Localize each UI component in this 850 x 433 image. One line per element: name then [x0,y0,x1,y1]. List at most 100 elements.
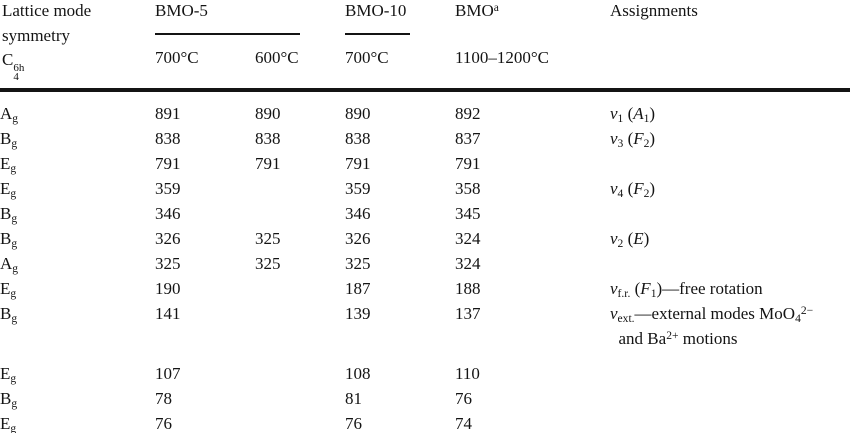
frequency-value: 346 [155,204,181,223]
table-row: Eg 190 187 188 νf.r. (F1)—free rotation [0,276,850,301]
frequency-value: 76 [345,414,362,433]
frequency-value: 359 [345,179,371,198]
frequency-value: 107 [155,364,181,383]
frequency-value: 324 [455,229,481,248]
assignment-label [610,251,850,276]
table-row: Bg 838 838 838 837 ν3 (F2) [0,126,850,151]
assignment-label: νf.r. (F1)—free rotation [610,279,763,300]
frequency-value: 326 [345,229,371,248]
symmetry-label: Ag [0,254,19,275]
header-lattice-mode-line1: Lattice mode [2,1,92,20]
frequency-value: 78 [155,389,172,408]
symmetry-label: Bg [0,204,18,225]
frequency-value [255,411,345,433]
frequency-value: 345 [455,204,481,223]
frequency-value: 325 [255,254,281,273]
frequency-value: 890 [345,104,371,123]
frequency-value: 325 [155,254,181,273]
frequency-value: 892 [455,104,481,123]
assignment-label [610,201,850,226]
frequency-value [255,361,345,386]
symmetry-label: Eg [0,179,17,200]
header-group-bmo-ref: BMOa [455,1,499,21]
frequency-value: 137 [455,304,481,323]
table-row: Bg 141 139 137 νext.—external modes MoO42− a… [0,301,850,361]
table-row: Ag 325 325 325 324 [0,251,850,276]
assignment-label: νext.—external modes MoO42− and Ba2+ mot… [610,303,814,348]
header-bmo10-700c: 700°C [345,48,389,67]
symmetry-label: Eg [0,154,17,175]
frequency-value [255,176,345,201]
frequency-value: 187 [345,279,371,298]
frequency-value: 325 [345,254,371,273]
frequency-value [255,301,345,351]
frequency-value: 141 [155,304,181,323]
frequency-value: 837 [455,129,481,148]
symmetry-label: Bg [0,129,18,150]
symmetry-group-sub: 4 [13,71,19,83]
frequency-value: 838 [345,129,371,148]
frequency-value: 890 [255,104,281,123]
table-row: Bg 346 346 345 [0,201,850,226]
symmetry-label: Eg [0,279,17,300]
assignment-label: ν3 (F2) [610,129,656,150]
frequency-value: 346 [345,204,371,223]
header-assignments: Assignments [610,1,698,20]
table-row: Eg 359 359 358 ν4 (F2) [0,176,850,201]
table-row: Bg 326 325 326 324 ν2 (E) [0,226,850,251]
frequency-value [255,386,345,411]
frequency-value: 891 [155,104,181,123]
frequency-value: 139 [345,304,371,323]
frequency-value [255,201,345,226]
bmo-ref-label: BMO [455,1,494,20]
symmetry-label: Bg [0,229,18,250]
symmetry-group-base: C [2,50,14,69]
frequency-value: 324 [455,254,481,273]
table-row: Eg 107 108 110 [0,361,850,386]
frequency-value: 110 [455,364,480,383]
table-row: Ag 891 890 890 892 ν1 (A1) [0,101,850,126]
frequency-value: 838 [155,129,181,148]
assignment-label [610,151,850,176]
frequency-value: 74 [455,414,472,433]
table-body: Ag 891 890 890 892 ν1 (A1) Bg 838 838 838 837 ν3 (F… [0,92,850,433]
symmetry-label: Bg [0,389,18,410]
symmetry-group-sup: 6 [13,62,19,74]
table-row: Eg 76 76 74 [0,411,850,433]
frequency-value: 76 [455,389,472,408]
frequency-value: 791 [255,154,281,173]
frequency-value: 76 [155,414,172,433]
frequency-value: 791 [155,154,181,173]
header-bmo5-700c: 700°C [155,48,199,67]
header-group-bmo10: BMO-10 [345,1,410,35]
assignment-label: ν4 (F2) [610,179,656,200]
header-bmo-ref-temperature: 1100–1200°C [455,48,550,67]
assignment-label [610,386,850,411]
frequency-value: 188 [455,279,481,298]
frequency-value: 358 [455,179,481,198]
symmetry-label: Bg [0,304,18,325]
symmetry-label: Ag [0,104,19,125]
bmo-ref-footnote-marker: a [493,0,499,14]
frequency-value: 838 [255,129,281,148]
frequency-value: 108 [345,364,371,383]
frequency-value: 326 [155,229,181,248]
assignment-label [610,411,850,433]
frequency-value: 791 [345,154,371,173]
symmetry-label: Eg [0,414,17,433]
symmetry-label: Eg [0,364,17,385]
table-row: Eg 791 791 791 791 [0,151,850,176]
table-row: Bg 78 81 76 [0,386,850,411]
header-group-bmo5: BMO-5 [155,1,300,35]
frequency-value: 791 [455,154,481,173]
frequency-value: 190 [155,279,181,298]
header-bmo5-600c: 600°C [255,48,299,67]
header-body-divider-rule [0,88,850,92]
header-lattice-mode-line2: symmetry [2,26,70,45]
assignment-label: ν2 (E) [610,229,650,250]
assignment-label: ν1 (A1) [610,104,656,125]
frequency-value: 81 [345,389,362,408]
